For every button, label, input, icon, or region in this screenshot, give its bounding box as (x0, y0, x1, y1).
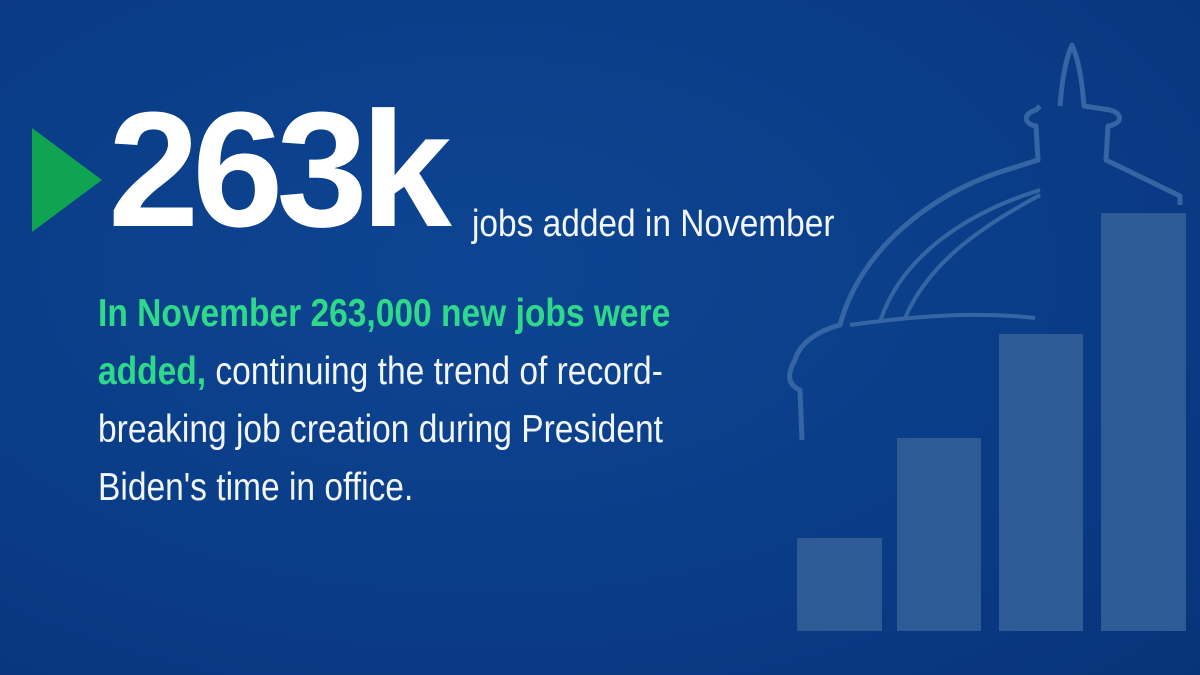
dome-rib (903, 193, 1041, 319)
dome-outline (1057, 42, 1183, 205)
headline-caption: jobs added in November (472, 203, 835, 245)
body-line-2: added, continuing the trend of record- (98, 343, 670, 401)
body-line-4: Biden's time in office. (98, 466, 414, 509)
body-line-2-rest: continuing the trend of record- (206, 350, 663, 393)
dome-outline-left (787, 104, 1042, 441)
body-text: In November 263,000 new jobs were added,… (98, 285, 670, 517)
play-triangle-icon (32, 128, 102, 232)
bar-1 (797, 538, 882, 631)
bar-4 (1101, 213, 1186, 631)
bar-2 (897, 438, 981, 631)
headline-figure: 263k (108, 78, 452, 261)
body-line-3: breaking job creation during President (98, 408, 663, 451)
body-highlight-end: added, (98, 350, 207, 393)
bar-3 (999, 334, 1083, 631)
dome-base-line (849, 312, 1036, 327)
body-line-1: In November 263,000 new jobs were (98, 292, 671, 335)
dome-rib (878, 188, 1041, 323)
